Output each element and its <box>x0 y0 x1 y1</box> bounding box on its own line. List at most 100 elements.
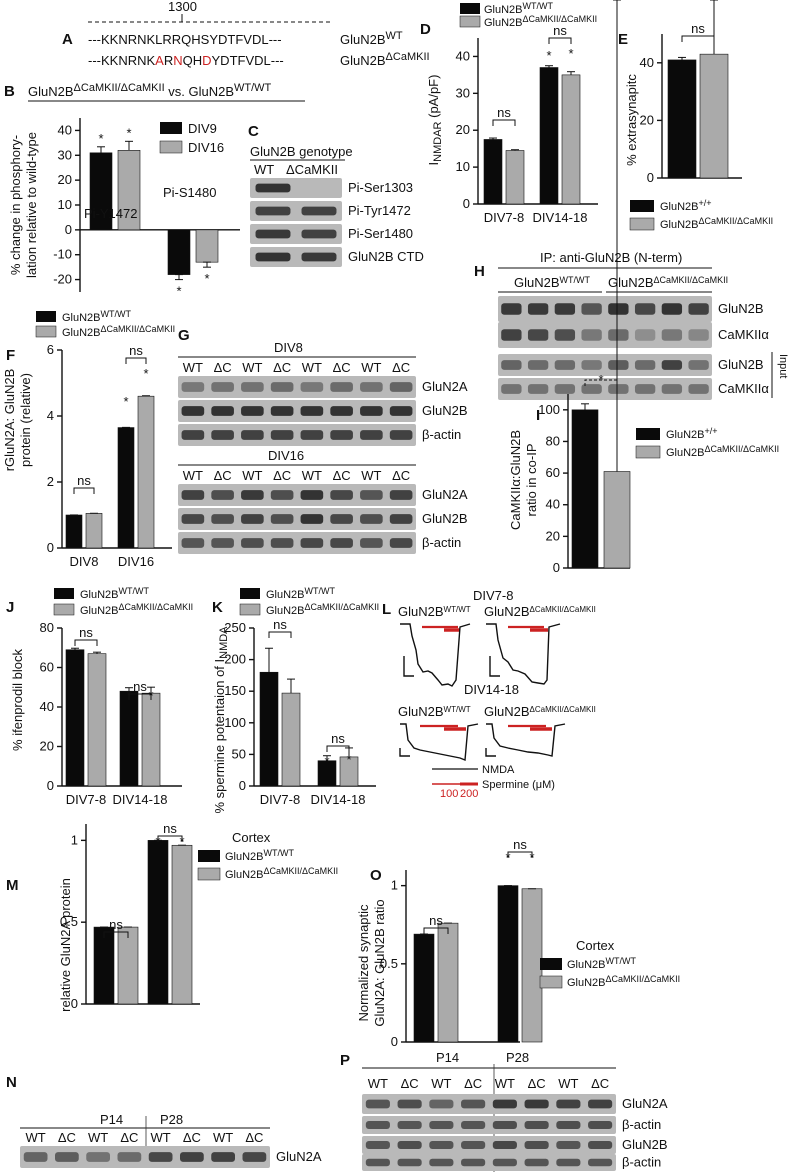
blot-strip <box>250 247 342 267</box>
blot-row-label: β-actin <box>422 427 461 442</box>
blot-row-label: CaMKIIα <box>718 381 769 396</box>
panel-letter-k: K <box>212 599 223 616</box>
bar <box>147 840 169 1005</box>
category-label: DIV16 <box>118 554 154 569</box>
panel-letter-p: P <box>340 1052 350 1069</box>
o-legend-swatch-dc <box>539 975 563 989</box>
blot-row-label: GluN2B <box>718 301 764 316</box>
y-tick-label: 0 <box>239 778 246 793</box>
lane-label: ΔC <box>392 468 410 483</box>
k-legend-swatch-dc <box>239 603 261 616</box>
y-tick-label: 80 <box>40 620 54 635</box>
panel-j: J GluN2BWT/WT GluN2BΔCaMKII/ΔCaMKII % if… <box>6 586 193 807</box>
blot-band <box>608 384 629 394</box>
m-legend-swatch-dc <box>197 867 221 881</box>
blot-strip <box>20 1146 270 1168</box>
blot-band <box>581 303 602 315</box>
bar <box>117 926 139 1005</box>
panel-k: K GluN2BWT/WT GluN2BΔCaMKII/ΔCaMKII % sp… <box>212 586 379 814</box>
blot-band <box>270 382 294 392</box>
blot-band <box>524 1158 549 1167</box>
j-legend-dc: GluN2BΔCaMKII/ΔCaMKII <box>80 602 193 617</box>
blot-row-label: GluN2A <box>622 1096 668 1111</box>
panel-f: F GluN2BWT/WT GluN2BΔCaMKII/ΔCaMKII rGlu… <box>2 309 175 569</box>
blot-band <box>181 514 205 524</box>
blot-band <box>389 490 413 500</box>
k-legend-wt: GluN2BWT/WT <box>266 586 336 601</box>
blot-band <box>661 384 683 394</box>
legend-div9: DIV9 <box>188 121 217 136</box>
n-age-p28: P28 <box>160 1112 183 1127</box>
blot-band <box>211 538 234 548</box>
blot-band <box>581 384 602 394</box>
blot-strip <box>498 322 712 348</box>
chart-i: 0 20 40 60 80 100 * <box>538 0 631 575</box>
l-legend-nmda: NMDA <box>482 764 515 776</box>
j-legend-swatch-wt <box>54 588 74 599</box>
y-tick-label: -20 <box>53 272 72 287</box>
f-legend-swatch-wt <box>36 311 56 322</box>
panel-g: G DIV8 DIV16 GluN2A GluN2B β-actin WT ΔC WT ΔC… <box>178 327 468 554</box>
ns-label: ns <box>553 23 567 38</box>
lane-label: ΔC <box>464 1076 482 1091</box>
e-legend-wt: GluN2B+/+ <box>660 198 712 213</box>
ns-bracket <box>548 37 572 44</box>
lane-label: ΔC <box>528 1076 546 1091</box>
blot-band <box>117 1152 142 1162</box>
l-top-dc: GluN2BΔCaMKII/ΔCaMKII <box>484 604 596 619</box>
sequence-mutant: ---KKNRNKARNQHDYDTFVDL--- <box>88 53 284 68</box>
bar <box>699 53 729 179</box>
blot-band <box>330 514 353 524</box>
y-tick-label: 0.5 <box>60 914 78 929</box>
ns-bracket <box>157 835 183 842</box>
bar <box>65 514 83 549</box>
blot-band <box>360 514 383 524</box>
bar <box>119 690 139 787</box>
blot-band <box>429 1158 454 1167</box>
category-label: DIV8 <box>70 554 99 569</box>
blot-row-label: GluN2A <box>422 379 468 394</box>
lane-label: WT <box>558 1076 578 1091</box>
blot-strip <box>178 508 416 530</box>
blot-band <box>270 538 294 548</box>
blot-band <box>501 303 522 315</box>
blot-band <box>241 490 264 500</box>
blot-band <box>429 1141 454 1149</box>
blot-band <box>300 406 324 416</box>
blot-band <box>397 1099 422 1109</box>
blot-strip <box>178 484 416 506</box>
blot-row-label: GluN2B <box>718 357 764 372</box>
blot-band <box>501 360 522 370</box>
o-legend-swatch-wt <box>540 958 562 970</box>
d-legend-dc: GluN2BΔCaMKII/ΔCaMKII <box>484 14 597 29</box>
h-title: IP: anti-GluN2B (N-term) <box>540 250 682 265</box>
blot-band <box>389 430 413 440</box>
blot-band <box>270 490 294 500</box>
blot-band <box>527 360 549 370</box>
bar <box>281 692 301 787</box>
blot-row-label: Pi-Tyr1472 <box>348 203 411 218</box>
blot-band <box>554 384 576 394</box>
blot-band <box>524 1141 549 1149</box>
trace-div14-wt <box>399 723 479 761</box>
i-legend-swatch-dc <box>635 445 661 459</box>
panel-e: E % extrasynapitc 0 20 40 ns GluN2B+/+ GluN… <box>618 0 773 231</box>
ns-bracket <box>681 35 715 42</box>
blot-p: GluN2A β-actin GluN2B β-actin WT ΔC WT ΔC WT ΔC WT… <box>362 1076 668 1171</box>
category-label: DIV7-8 <box>484 210 524 225</box>
y-tick-label: 100 <box>224 715 246 730</box>
d-legend-swatch-wt <box>460 3 480 14</box>
blot-band <box>608 329 629 341</box>
y-tick-label: 20 <box>58 172 72 187</box>
y-tick-label: 40 <box>546 497 560 512</box>
ns-label: ns <box>109 917 123 932</box>
bar <box>521 888 543 1043</box>
lane-label: ΔC <box>214 468 232 483</box>
blot-band <box>211 490 234 500</box>
y-tick-label: 20 <box>546 528 560 543</box>
blot-band <box>330 490 353 500</box>
blot-band <box>211 382 234 392</box>
y-tick-label: 60 <box>40 660 54 675</box>
panel-letter-c: C <box>248 123 259 140</box>
ns-bracket <box>128 693 152 700</box>
